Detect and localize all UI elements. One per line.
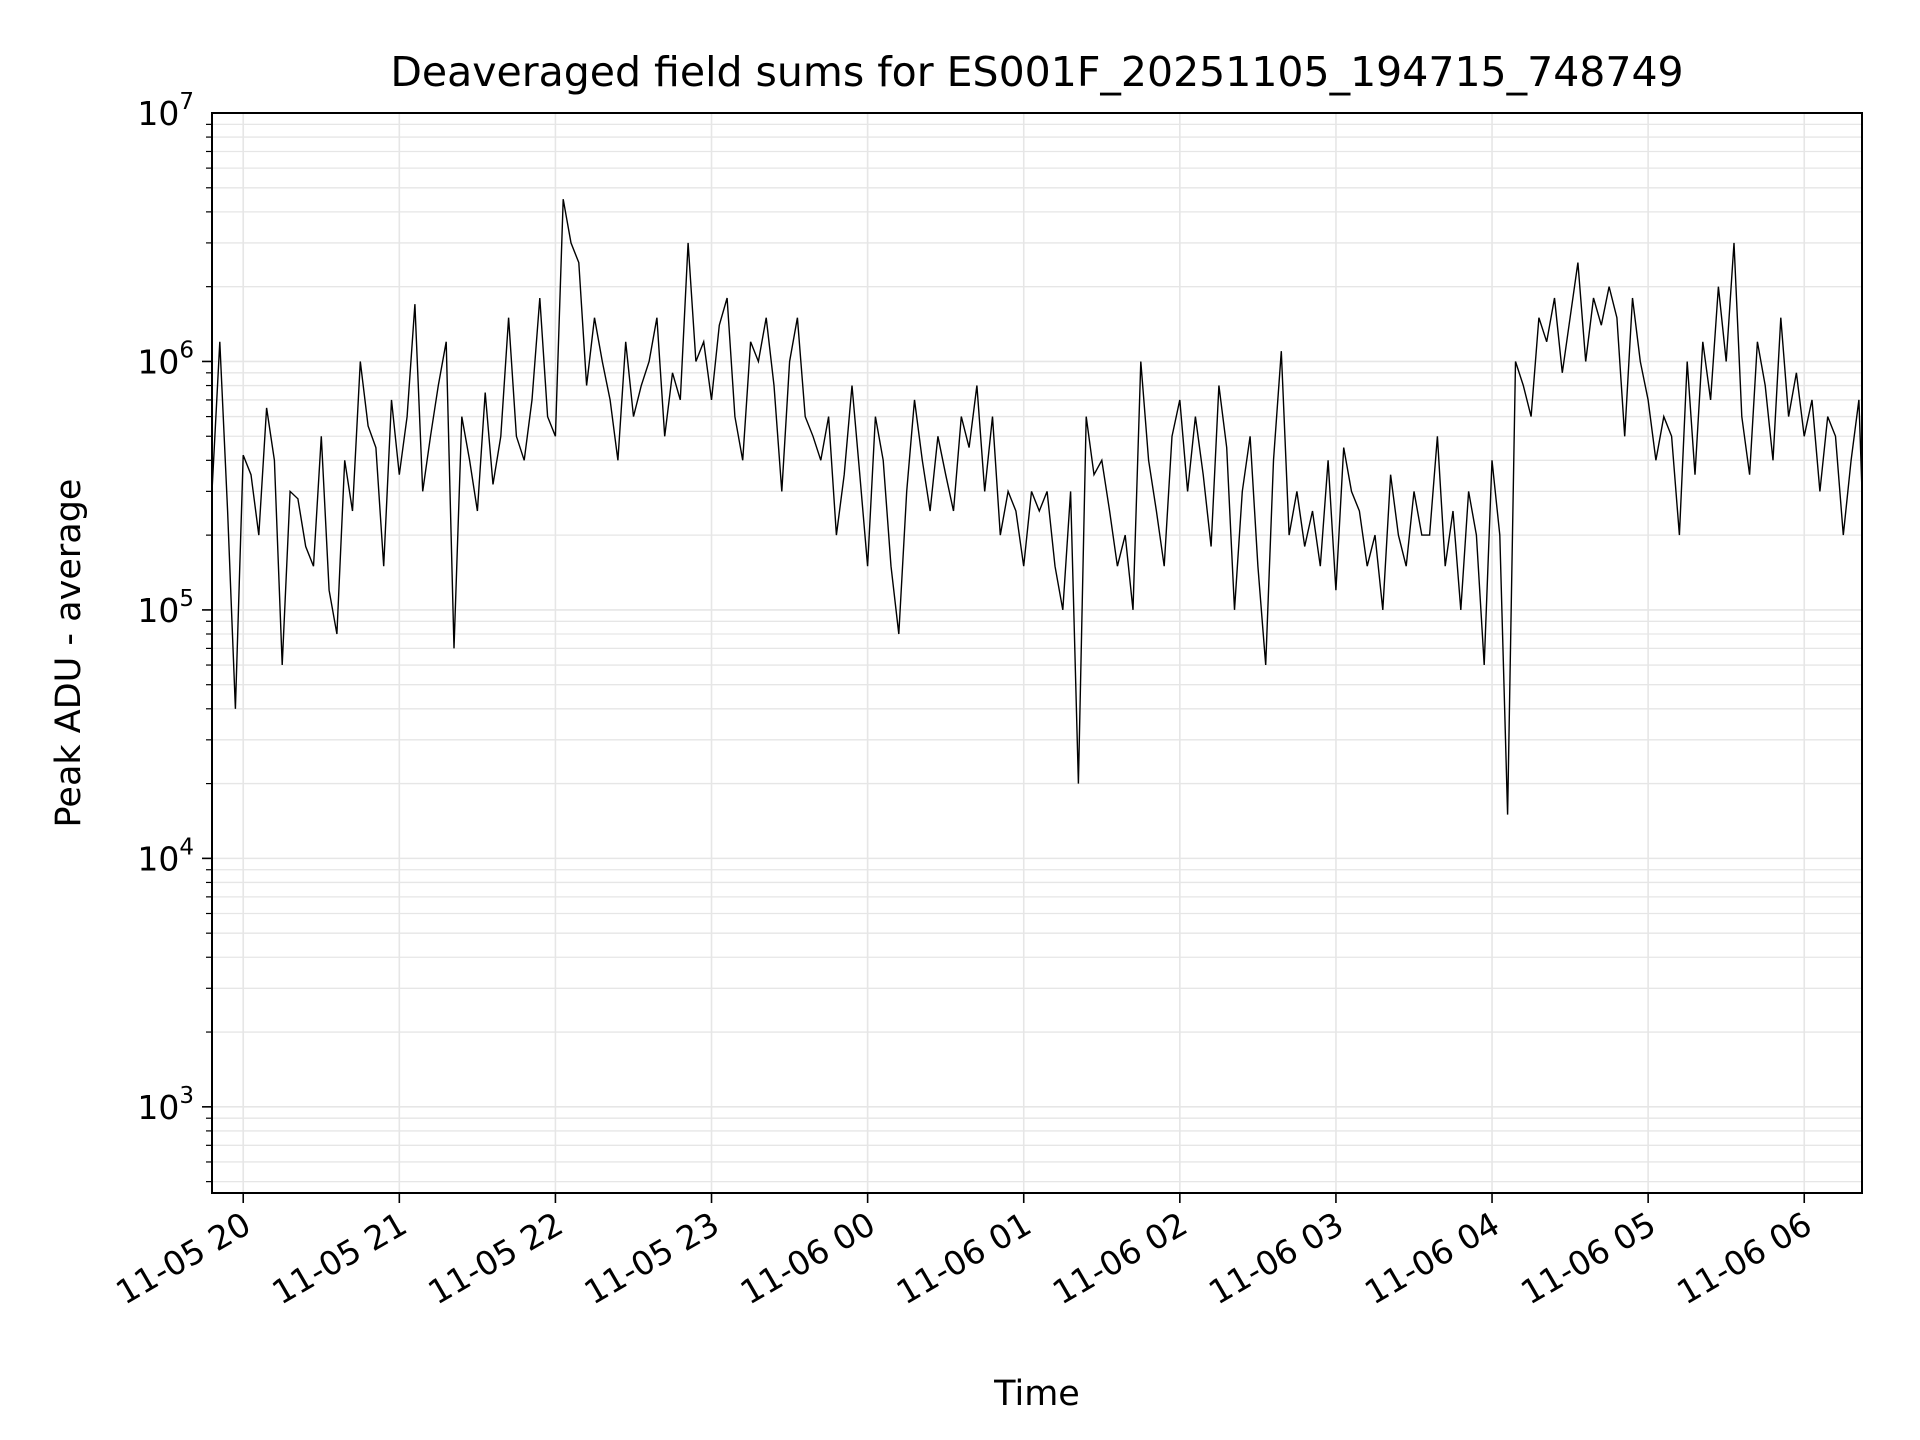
y-tick-label: 105 (137, 586, 194, 630)
y-tick-label: 104 (137, 834, 194, 878)
plot-frame (211, 112, 1863, 1194)
y-tick-label: 107 (137, 89, 194, 133)
grid (212, 113, 1862, 1193)
y-tick-label: 106 (137, 337, 194, 381)
y-tick-label: 103 (137, 1083, 194, 1127)
x-axis-label: Time (993, 1374, 1080, 1414)
y-axis-label: Peak ADU - average (49, 479, 89, 828)
chart-title: Deaveraged field sums for ES001F_2025110… (390, 48, 1683, 96)
